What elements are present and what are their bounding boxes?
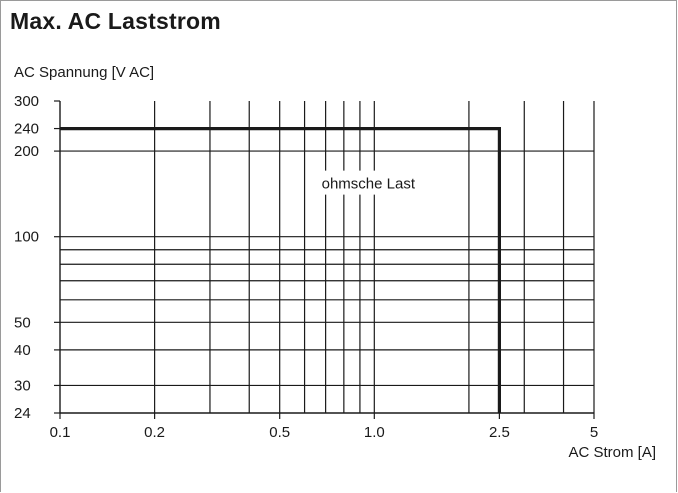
annotation-label: ohmsche Last [322, 176, 416, 193]
x-tick-label: 0.2 [144, 424, 165, 441]
x-tick-label: 0.1 [50, 424, 71, 441]
y-tick-label: 200 [14, 143, 39, 160]
y-tick-labels: 24 30 40 50 100 200 240 300 [14, 93, 60, 422]
y-tick-label: 24 [14, 405, 31, 422]
y-tick-label: 40 [14, 342, 31, 359]
x-tick-label: 0.5 [269, 424, 290, 441]
x-axis-label: AC Strom [A] [568, 444, 656, 461]
annotation-background [311, 170, 426, 195]
series-group [60, 127, 501, 413]
y-axis-label: AC Spannung [V AC] [14, 64, 155, 81]
x-tick-label: 1.0 [364, 424, 385, 441]
axes [59, 101, 595, 414]
y-gridlines [60, 150, 594, 387]
y-tick-label: 240 [14, 121, 39, 138]
y-tick-label: 50 [14, 314, 31, 331]
y-tick-label: 100 [14, 229, 39, 246]
y-tick-label: 30 [14, 377, 31, 394]
y-tick-label: 300 [14, 93, 39, 110]
chart-title: Max. AC Laststrom [10, 8, 221, 34]
x-tick-label: 5 [590, 424, 598, 441]
x-tick-label: 2.5 [489, 424, 510, 441]
series-line [60, 127, 501, 413]
annotations: ohmsche Last [311, 170, 426, 195]
x-tick-labels: 0.1 0.2 0.5 1.0 2.5 5 [50, 413, 598, 441]
x-gridlines [154, 101, 565, 413]
